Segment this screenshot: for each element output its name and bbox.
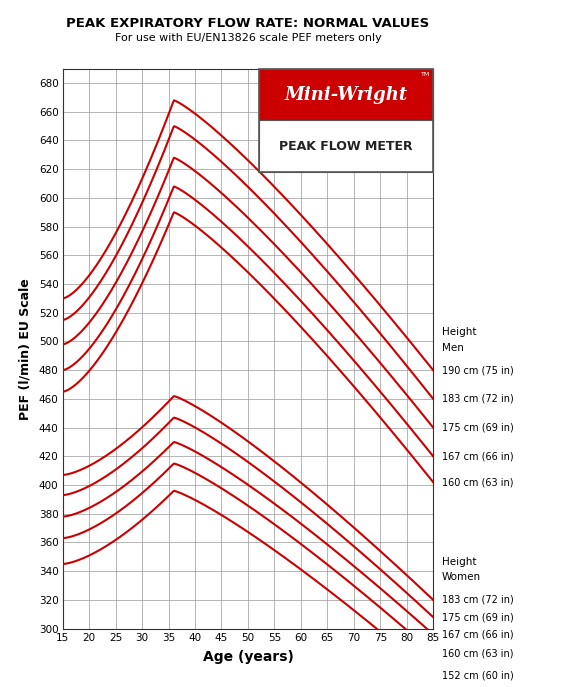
- Text: 152 cm (60 in): 152 cm (60 in): [442, 671, 514, 681]
- Text: 160 cm (63 in): 160 cm (63 in): [442, 477, 513, 487]
- Text: 190 cm (75 in): 190 cm (75 in): [442, 365, 514, 375]
- Text: For use with EU/EN13826 scale PEF meters only: For use with EU/EN13826 scale PEF meters…: [115, 33, 381, 43]
- Text: 167 cm (66 in): 167 cm (66 in): [442, 451, 514, 462]
- Text: 183 cm (72 in): 183 cm (72 in): [442, 394, 514, 404]
- Text: Height: Height: [442, 557, 477, 567]
- Text: 175 cm (69 in): 175 cm (69 in): [442, 612, 514, 622]
- Text: Women: Women: [442, 572, 481, 582]
- Text: Mini-Wright: Mini-Wright: [284, 86, 408, 104]
- Text: TM: TM: [421, 72, 430, 77]
- Text: Height: Height: [442, 328, 477, 337]
- Text: 183 cm (72 in): 183 cm (72 in): [442, 595, 514, 605]
- Text: PEAK FLOW METER: PEAK FLOW METER: [279, 139, 413, 153]
- Y-axis label: PEF (l/min) EU Scale: PEF (l/min) EU Scale: [19, 278, 32, 420]
- Text: 167 cm (66 in): 167 cm (66 in): [442, 629, 514, 640]
- Text: 175 cm (69 in): 175 cm (69 in): [442, 423, 514, 433]
- X-axis label: Age (years): Age (years): [202, 650, 294, 664]
- Text: Men: Men: [442, 343, 463, 352]
- Text: PEAK EXPIRATORY FLOW RATE: NORMAL VALUES: PEAK EXPIRATORY FLOW RATE: NORMAL VALUES: [66, 17, 430, 30]
- Text: 160 cm (63 in): 160 cm (63 in): [442, 648, 513, 658]
